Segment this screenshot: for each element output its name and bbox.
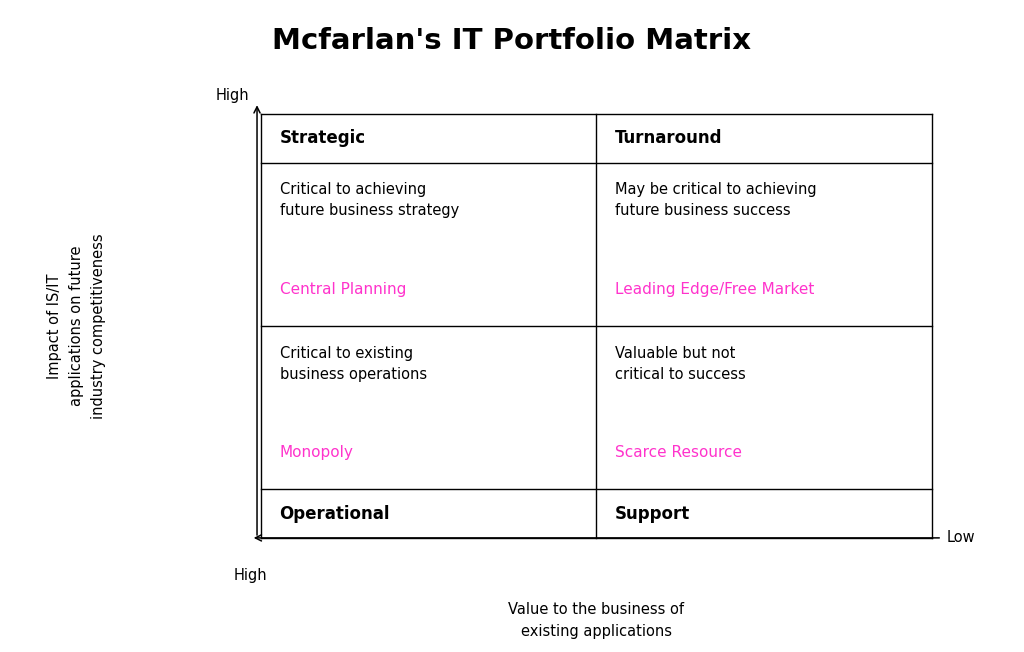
Text: Valuable but not
critical to success: Valuable but not critical to success	[614, 346, 745, 381]
Text: Turnaround: Turnaround	[614, 130, 722, 147]
Text: Support: Support	[614, 505, 690, 522]
Text: Value to the business of
existing applications: Value to the business of existing applic…	[509, 602, 684, 640]
Text: Critical to achieving
future business strategy: Critical to achieving future business st…	[280, 183, 459, 218]
Text: Leading Edge/Free Market: Leading Edge/Free Market	[614, 282, 814, 297]
Text: Central Planning: Central Planning	[280, 282, 406, 297]
Text: Strategic: Strategic	[280, 130, 366, 147]
Text: Scarce Resource: Scarce Resource	[614, 445, 742, 460]
Text: Impact of IS/IT
applications on future
industry competitiveness: Impact of IS/IT applications on future i…	[47, 233, 106, 419]
Text: Low: Low	[946, 530, 975, 546]
Text: Mcfarlan's IT Portfolio Matrix: Mcfarlan's IT Portfolio Matrix	[272, 27, 752, 55]
Text: High: High	[234, 568, 267, 584]
Text: May be critical to achieving
future business success: May be critical to achieving future busi…	[614, 183, 816, 218]
Text: Monopoly: Monopoly	[280, 445, 353, 460]
Text: Critical to existing
business operations: Critical to existing business operations	[280, 346, 427, 381]
Text: Operational: Operational	[280, 505, 390, 522]
Text: High: High	[216, 88, 249, 104]
